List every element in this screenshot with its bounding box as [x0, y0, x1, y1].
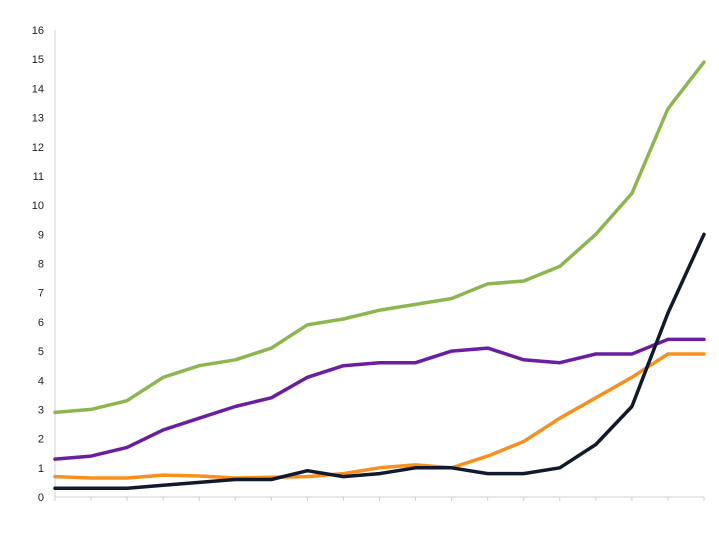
y-tick-label: 3: [38, 404, 44, 416]
y-tick-label: 1: [38, 463, 44, 475]
y-tick-label: 14: [32, 83, 44, 95]
y-tick-label: 6: [38, 317, 44, 329]
y-tick-label: 0: [38, 492, 44, 504]
x-axis: [54, 496, 705, 501]
y-tick-label: 10: [32, 200, 44, 212]
series-line-4: [53, 232, 706, 490]
y-tick-label: 5: [38, 346, 44, 358]
series-layer: [53, 60, 706, 490]
y-tick-label: 4: [38, 375, 44, 387]
y-tick-label: 7: [38, 288, 44, 300]
y-tick-label: 9: [38, 229, 44, 241]
y-tick-label: 8: [38, 259, 44, 271]
y-tick-label: 16: [32, 25, 44, 37]
y-tick-label: 2: [38, 434, 44, 446]
series-line-1: [53, 60, 706, 415]
y-tick-label: 11: [33, 171, 44, 183]
y-tick-label: 12: [32, 142, 44, 154]
y-tick-label: 15: [32, 54, 44, 66]
series-line-2: [53, 337, 706, 461]
y-tick-label: 13: [32, 113, 44, 125]
series-line-3: [53, 352, 706, 480]
